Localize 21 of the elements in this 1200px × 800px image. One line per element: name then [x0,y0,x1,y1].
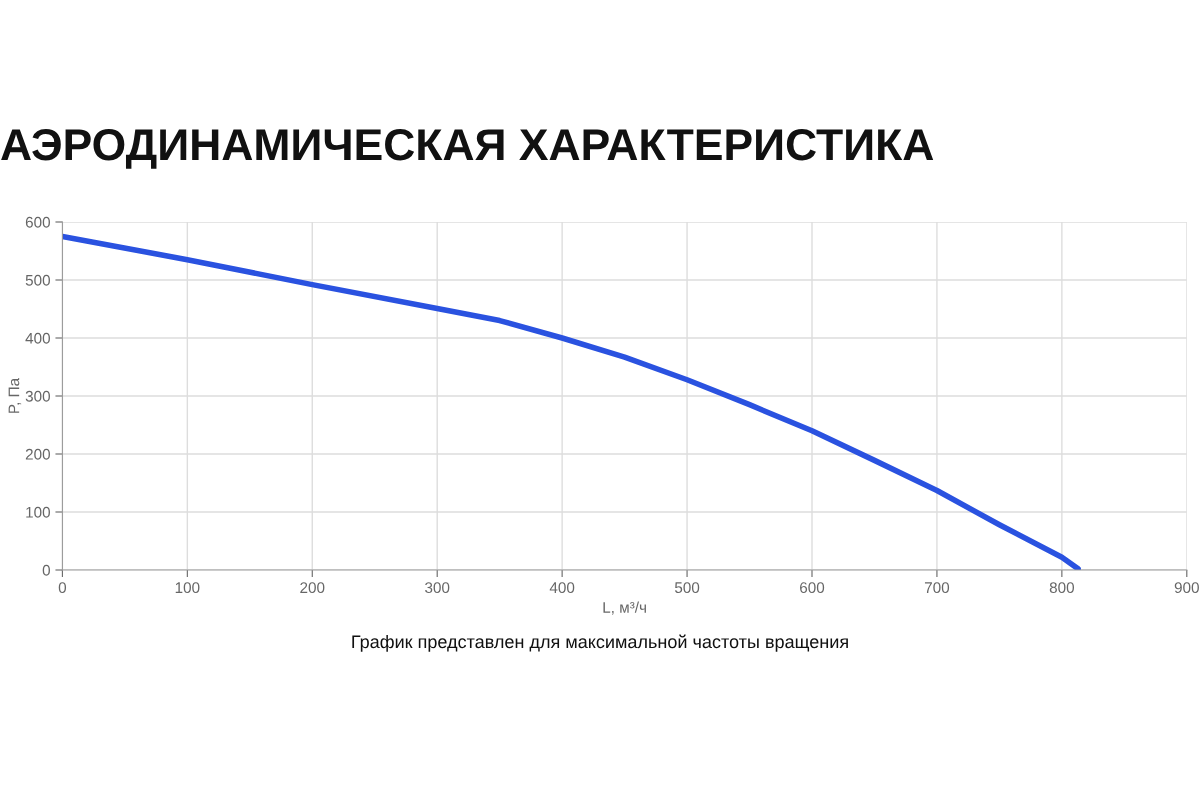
x-tick-label: 200 [300,582,325,594]
x-tick-label: 0 [58,582,67,594]
y-tick-label: 300 [25,390,50,402]
x-tick-label: 800 [1049,582,1075,594]
x-tick-label: 100 [175,582,200,594]
x-tick-label: 300 [425,582,450,594]
x-axis-title: L, м³/ч [603,601,646,615]
text: График представлен для максимальной частоты вращения [352,634,848,652]
y-tick-label: 500 [25,274,50,286]
y-tick-label: 200 [25,448,50,460]
y-tick-label: 400 [25,332,50,344]
x-tick-label: 500 [674,582,700,594]
x-tick-label: 400 [549,582,575,594]
y-axis-title: P, Па [8,377,22,413]
y-tick-label: 100 [26,506,50,518]
chart-title: АЭРОДИНАМИЧЕСКАЯ ХАРАКТЕРИСТИКА [1,128,934,169]
x-tick-label: 600 [800,582,825,594]
y-tick-label: 0 [42,564,50,576]
x-tick-label: 900 [1174,582,1199,594]
y-tick-label: 600 [25,216,50,228]
x-tick-label: 700 [924,582,950,594]
